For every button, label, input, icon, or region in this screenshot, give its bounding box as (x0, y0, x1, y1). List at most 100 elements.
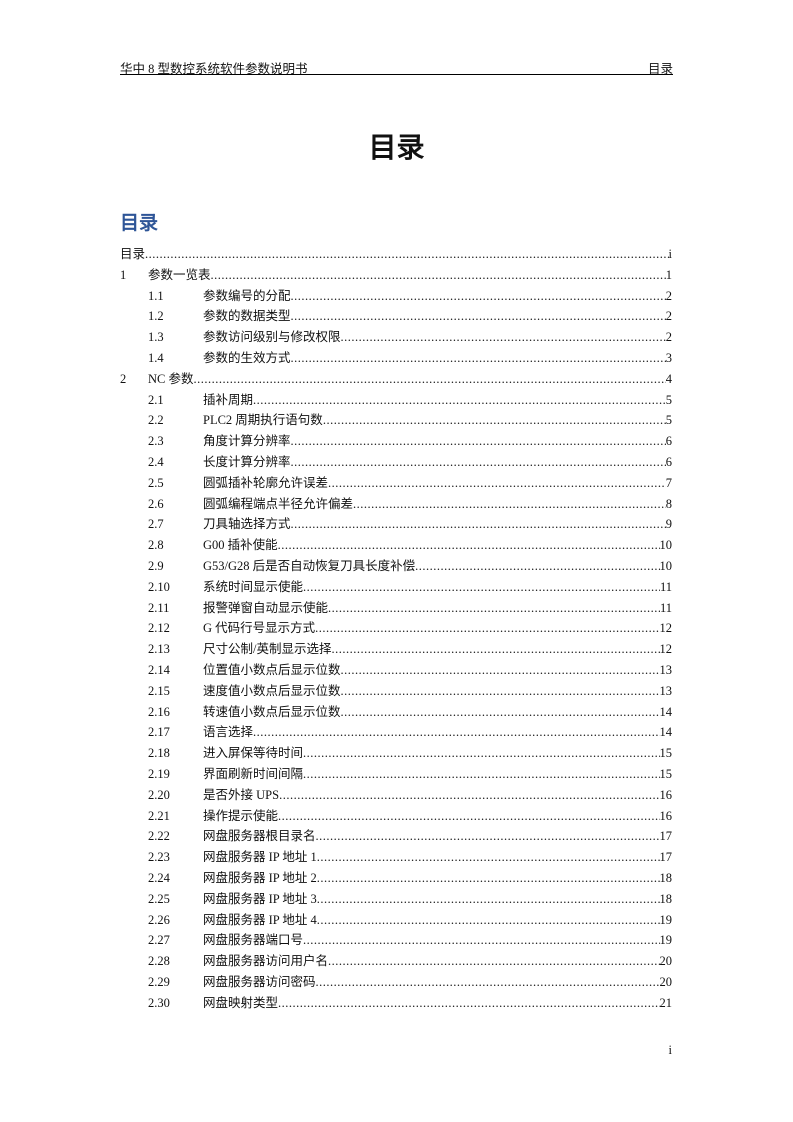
toc-entry[interactable]: 1.1 参数编号的分配 2 (120, 285, 672, 307)
toc-entry-title: 参数编号的分配 (203, 285, 291, 307)
toc-entry[interactable]: 2.1 插补周期 5 (120, 389, 672, 411)
toc-entry[interactable]: 1.2 参数的数据类型 2 (120, 306, 672, 328)
toc-entry-title: NC 参数 (148, 368, 194, 390)
toc-entry[interactable]: 1.3 参数访问级别与修改权限 2 (120, 327, 672, 348)
toc-entry[interactable]: 2.29 网盘服务器访问密码 20 (120, 971, 672, 993)
toc-entry-number: 2.7 (148, 517, 164, 532)
toc-entry[interactable]: 2.20 是否外接 UPS 16 (120, 784, 673, 806)
toc-entry-number: 2.27 (148, 933, 170, 948)
toc-entry[interactable]: 2.8 G00 插补使能 10 (120, 535, 672, 556)
toc-entry-title: 网盘服务器 IP 地址 3 (203, 888, 317, 910)
page-number: i (668, 1043, 672, 1057)
toc-entry[interactable]: 2.21 操作提示使能 16 (120, 805, 672, 827)
toc-entry[interactable]: 1.4 参数的生效方式 3 (120, 347, 672, 369)
toc-entry[interactable]: 2.18 进入屏保等待时间 15 (120, 743, 672, 764)
toc-leader-dots (303, 577, 660, 598)
toc-entry[interactable]: 2.26 网盘服务器 IP 地址 4 19 (120, 909, 672, 931)
toc-entry-page: 11 (659, 579, 672, 594)
toc-entry[interactable]: 2.28 网盘服务器访问用户名 20 (120, 951, 672, 972)
toc-entry-page: 13 (659, 662, 673, 677)
toc-entry-number: 2.18 (148, 746, 170, 761)
toc-leader-dots (253, 390, 666, 411)
toc-leader-dots (341, 327, 666, 348)
toc-leader-dots (278, 806, 659, 827)
toc-entry[interactable]: 2.2 PLC2 周期执行语句数 5 (120, 410, 672, 432)
toc-entry-title: 圆弧编程端点半径允许偏差 (203, 493, 354, 515)
toc-entry[interactable]: 2.17 语言选择 14 (120, 722, 673, 744)
toc-entry[interactable]: 2.15 速度值小数点后显示位数 13 (120, 680, 672, 702)
toc-entry[interactable]: 目录 i (120, 244, 672, 265)
toc-entry-number: 2.29 (148, 974, 170, 989)
toc-leader-dots (291, 452, 666, 473)
toc-entry[interactable]: 2.22 网盘服务器根目录名 17 (120, 826, 672, 848)
toc-entry-number: 2.22 (148, 829, 170, 844)
toc-entry-page: 19 (659, 933, 673, 948)
toc-entry[interactable]: 2.13 尺寸公制/英制显示选择 12 (120, 639, 672, 660)
toc-leader-dots (194, 369, 666, 390)
toc-entry-number: 2.16 (148, 704, 170, 719)
toc-entry[interactable]: 2.24 网盘服务器 IP 地址 2 18 (120, 867, 672, 889)
toc-entry-number: 1.4 (148, 350, 164, 365)
toc-entry[interactable]: 2.9 G53/G28 后是否自动恢复刀具长度补偿 10 (120, 555, 672, 577)
toc-leader-dots (279, 785, 659, 806)
toc-entry-page: 14 (659, 725, 673, 740)
toc-entry-page: 12 (659, 642, 673, 657)
toc-entry[interactable]: 2.30 网盘映射类型 21 (120, 992, 673, 1014)
toc-entry[interactable]: 2.4 长度计算分辨率 6 (120, 451, 672, 473)
toc-entry-page: 6 (665, 434, 672, 449)
toc-leader-dots (331, 639, 659, 660)
toc-entry-number: 2.17 (148, 725, 170, 740)
toc-entry[interactable]: 2.3 角度计算分辨率 6 (120, 431, 672, 452)
toc-entry-page: 5 (665, 413, 672, 428)
toc-leader-dots (317, 889, 660, 910)
page-title: 目录 (368, 131, 425, 164)
toc-leader-dots (315, 618, 659, 639)
toc-entry[interactable]: 2.14 位置值小数点后显示位数 13 (120, 659, 673, 681)
toc-entry-title: 网盘服务器端口号 (203, 930, 304, 952)
toc-entry[interactable]: 2.12 G 代码行号显示方式 12 (120, 618, 673, 640)
toc-entry[interactable]: 2.23 网盘服务器 IP 地址 1 17 (120, 847, 672, 868)
toc-entry[interactable]: 2.19 界面刷新时间间隔 15 (120, 763, 672, 785)
toc-entry[interactable]: 2.27 网盘服务器端口号 19 (120, 930, 673, 952)
toc-entry-page: 2 (665, 288, 672, 303)
toc-entry-number: 1.2 (148, 309, 164, 324)
toc-entry-title: 语言选择 (203, 722, 254, 744)
toc-entry-number: 2.12 (148, 621, 170, 636)
toc-entry-number: 1.1 (148, 288, 164, 303)
toc-leader-dots (317, 868, 660, 889)
toc-entry-number: 2.6 (148, 496, 164, 511)
toc-entry[interactable]: 2.25 网盘服务器 IP 地址 3 18 (120, 888, 672, 910)
toc-leader-dots (328, 951, 659, 972)
toc-entry[interactable]: 2.7 刀具轴选择方式 9 (120, 514, 672, 536)
table-of-contents: 目录 i 1 参数一览表 1 1.1 参数编号的分配 2 1.2 参数的数据类型 2 1.3 参数访问级… (120, 244, 673, 1014)
toc-entry-title: 参数的生效方式 (203, 347, 291, 369)
toc-entry-title: 位置值小数点后显示位数 (203, 659, 341, 681)
toc-entry-title: 是否外接 UPS (203, 784, 280, 806)
toc-leader-dots (316, 826, 660, 847)
toc-leader-dots (328, 473, 666, 494)
toc-entry-title: 网盘服务器访问密码 (203, 971, 316, 993)
toc-entry-title: G 代码行号显示方式 (203, 618, 316, 640)
toc-entry-page: 5 (665, 392, 672, 407)
toc-entry[interactable]: 2.11 报警弹窗自动显示使能 11 (120, 597, 672, 619)
toc-entry-page: 12 (659, 621, 673, 636)
toc-entry-title: 界面刷新时间间隔 (203, 763, 304, 785)
toc-entry-page: 14 (659, 704, 673, 719)
toc-entry[interactable]: 2.16 转速值小数点后显示位数 14 (120, 701, 673, 723)
toc-entry[interactable]: 2.5 圆弧插补轮廓允许误差 7 (120, 472, 672, 494)
toc-entry[interactable]: 2.6 圆弧编程端点半径允许偏差 8 (120, 493, 672, 515)
toc-entry-title: 转速值小数点后显示位数 (203, 701, 341, 723)
toc-entry[interactable]: 2.10 系统时间显示使能 11 (120, 576, 672, 598)
toc-entry-page: 16 (659, 787, 673, 802)
toc-entry-title: 网盘服务器 IP 地址 2 (203, 867, 317, 889)
toc-leader-dots (291, 286, 666, 307)
toc-entry-page: 21 (659, 995, 673, 1010)
toc-entry-title: 网盘服务器根目录名 (203, 826, 316, 848)
toc-entry-title: 速度值小数点后显示位数 (203, 680, 341, 702)
toc-entry-number: 2.19 (148, 766, 170, 781)
toc-entry-title: 网盘服务器访问用户名 (203, 951, 329, 972)
toc-entry-title: 插补周期 (203, 389, 254, 411)
toc-entry[interactable]: 1 参数一览表 1 (120, 264, 672, 286)
toc-entry-title: 目录 (120, 244, 146, 265)
toc-entry[interactable]: 2 NC 参数 4 (120, 368, 672, 390)
